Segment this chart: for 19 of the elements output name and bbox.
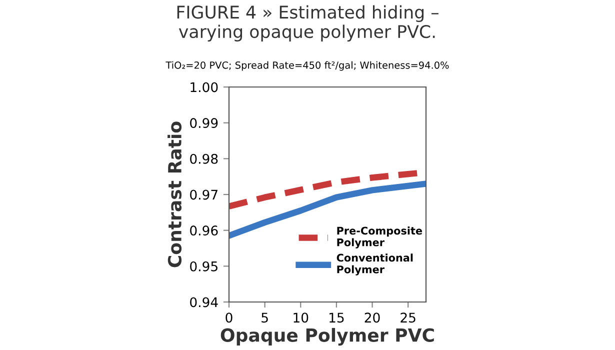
y-tick-label: 1.00 (190, 82, 218, 92)
x-tick-label: 5 (262, 312, 268, 323)
chart-subtitle: TiO₂=20 PVC; Spread Rate=450 ft²/gal; Whiteness=94.0% (166, 61, 449, 71)
chart-title: FIGURE 4 » Estimated hiding – varying opaque polymer PVC. (177, 5, 438, 42)
legend-label: Conventional Polymer (336, 254, 413, 276)
x-tick-label: 15 (330, 312, 344, 323)
y-tick-label: 0.99 (190, 118, 218, 128)
x-tick-label: 10 (294, 312, 308, 323)
x-tick-label: 20 (364, 312, 380, 323)
y-tick-label: 0.97 (190, 190, 218, 200)
y-tick-label: 0.96 (190, 226, 218, 236)
x-axis-title: Opaque Polymer PVC (220, 328, 434, 346)
y-axis-title: Contrast Ratio (168, 122, 182, 268)
legend-label: Pre-Composite Polymer (337, 226, 422, 248)
y-tick-label: 0.95 (190, 261, 218, 272)
y-tick-label: 0.94 (190, 297, 218, 308)
x-tick-label: 25 (400, 312, 416, 323)
y-tick-label: 0.98 (190, 154, 218, 164)
x-tick-label: 0 (226, 312, 232, 323)
